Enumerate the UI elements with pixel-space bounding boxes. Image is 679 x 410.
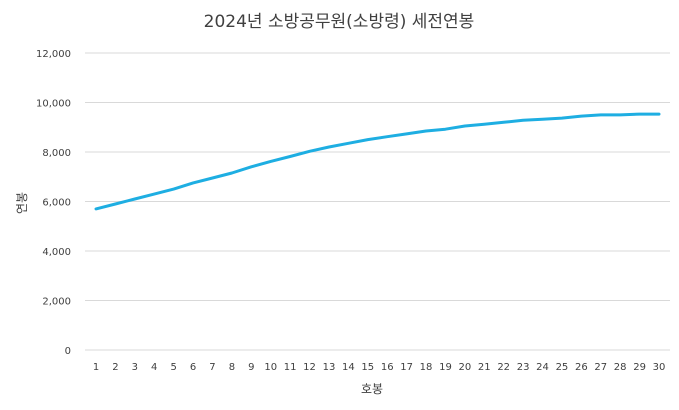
x-tick-label: 14: [342, 362, 355, 373]
x-tick-label: 23: [517, 362, 530, 373]
x-tick-label: 1: [93, 362, 99, 373]
x-tick-label: 29: [633, 362, 646, 373]
x-tick-label: 17: [400, 362, 413, 373]
x-tick-label: 16: [381, 362, 394, 373]
y-tick-label: 4,000: [42, 247, 71, 258]
x-tick-label: 21: [478, 362, 491, 373]
x-tick-label: 30: [653, 362, 666, 373]
x-tick-label: 3: [132, 362, 138, 373]
x-tick-label: 24: [536, 362, 549, 373]
y-axis-ticks: 0 2,000 4,000 6,000 8,000 10,000 12,000: [36, 49, 71, 357]
x-tick-label: 11: [284, 362, 297, 373]
x-tick-label: 12: [303, 362, 316, 373]
y-tick-label: 0: [65, 346, 71, 357]
x-tick-label: 8: [229, 362, 235, 373]
y-tick-label: 12,000: [36, 49, 71, 60]
x-tick-label: 18: [420, 362, 433, 373]
chart-title: 2024년 소방공무원(소방령) 세전연봉: [204, 12, 475, 32]
x-tick-label: 13: [323, 362, 336, 373]
series-line: [94, 112, 661, 211]
x-tick-label: 15: [361, 362, 374, 373]
x-tick-label: 28: [614, 362, 627, 373]
y-tick-label: 6,000: [42, 198, 71, 209]
x-tick-label: 7: [209, 362, 215, 373]
x-tick-label: 19: [439, 362, 452, 373]
x-tick-label: 9: [248, 362, 254, 373]
gridlines: [85, 52, 670, 351]
x-tick-label: 4: [151, 362, 157, 373]
y-tick-label: 10,000: [36, 99, 71, 110]
x-tick-label: 26: [575, 362, 588, 373]
x-tick-label: 22: [497, 362, 510, 373]
x-tick-label: 5: [170, 362, 176, 373]
series-layer: [94, 112, 661, 211]
x-tick-label: 6: [190, 362, 196, 373]
x-axis-label: 호봉: [361, 382, 383, 396]
x-tick-label: 25: [556, 362, 569, 373]
x-tick-label: 2: [112, 362, 118, 373]
y-tick-label: 8,000: [42, 148, 71, 159]
y-axis-label: 연봉: [15, 192, 29, 214]
x-tick-label: 20: [458, 362, 471, 373]
x-tick-label: 27: [594, 362, 607, 373]
y-tick-label: 2,000: [42, 297, 71, 308]
x-tick-label: 10: [264, 362, 277, 373]
x-axis-ticks: 1 2 3 4 5 6 7 8 9 10 11 12 13 14 15 16 17 18 19 20 21 22 23 24 2…: [93, 362, 666, 373]
